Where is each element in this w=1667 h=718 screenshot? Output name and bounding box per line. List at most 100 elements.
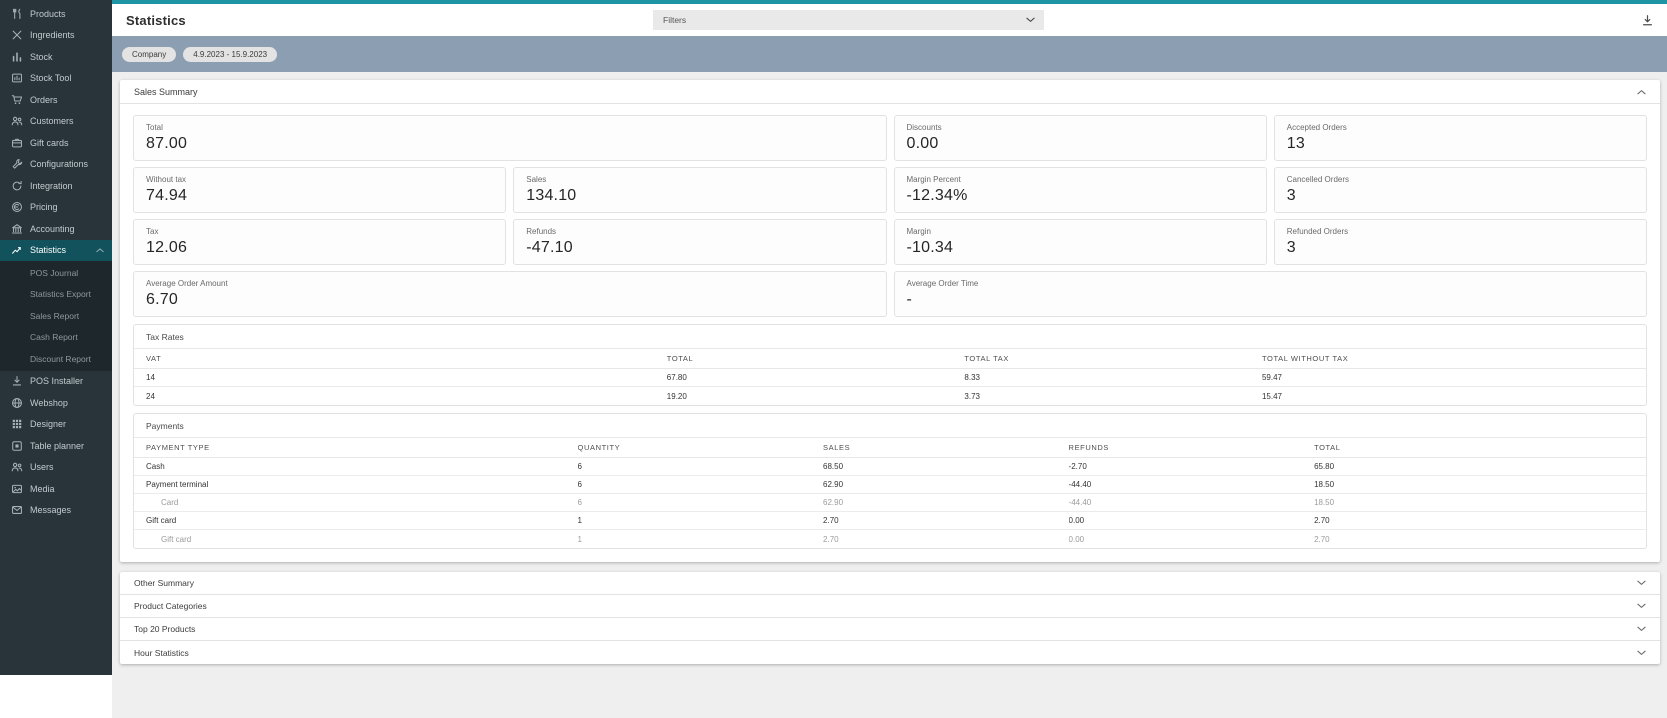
download-icon [11, 375, 23, 387]
stat-value: 87.00 [146, 135, 188, 152]
stat-value: -12.34% [906, 187, 968, 204]
cart-icon [11, 94, 23, 106]
sidebar-item-configurations[interactable]: Configurations [0, 154, 112, 176]
tax-rates-cell: 67.80 [666, 373, 687, 382]
payments-cell: 65.80 [1314, 462, 1335, 471]
section-title: Top 20 Products [134, 624, 196, 634]
coin-icon [11, 201, 23, 213]
sidebar-item-products[interactable]: Products [0, 3, 112, 25]
stat-card-refunded-orders: Refunded Orders 3 [1273, 219, 1647, 265]
section-product-categories[interactable]: Product Categories [120, 595, 1660, 618]
tax-rates-row-14: 14 67.80 8.33 59.47 [134, 369, 1646, 387]
sales-summary-header[interactable]: Sales Summary [120, 80, 1660, 104]
sidebar-item-pos-installer[interactable]: POS Installer [0, 371, 112, 393]
payments-cell: 6 [577, 498, 582, 507]
line-chart-icon [11, 244, 23, 256]
sidebar-item-gift-cards[interactable]: Gift cards [0, 132, 112, 154]
payments-column-header: QUANTITY [577, 443, 621, 452]
filter-chip-company[interactable]: Company [122, 46, 177, 62]
chevron-down-icon [1637, 626, 1646, 632]
payments-cell: 68.50 [823, 462, 844, 471]
filter-chip-4-9-2023-15-9-2023[interactable]: 4.9.2023 - 15.9.2023 [183, 46, 278, 62]
sidebar-item-label: Products [30, 8, 66, 19]
sidebar-item-label: Gift cards [30, 137, 69, 148]
sidebar-item-messages[interactable]: Messages [0, 500, 112, 522]
filters-dropdown[interactable]: Filters [653, 10, 1044, 30]
sidebar-item-label: Messages [30, 505, 72, 516]
download-icon[interactable] [1640, 13, 1655, 28]
payments-cell: 2.70 [1314, 534, 1330, 544]
utensils-icon [11, 8, 23, 20]
sidebar-item-pricing[interactable]: Pricing [0, 197, 112, 219]
stat-value: 134.10 [526, 187, 577, 204]
sidebar-item-webshop[interactable]: Webshop [0, 392, 112, 414]
tax-rates-cell: 15.47 [1261, 391, 1283, 401]
stat-label: Average Order Amount [146, 279, 228, 288]
sidebar-item-label: Users [30, 462, 54, 473]
wrench-icon [11, 158, 23, 170]
payments-table: PAYMENT TYPE QUANTITY SALES REFUNDS TOTAL Cas… [134, 438, 1646, 548]
top-accent-bar [112, 0, 1667, 4]
stat-card-average-order-amount: Average Order Amount 6.70 [133, 271, 887, 317]
sync-icon [11, 180, 23, 192]
filters-dropdown-label: Filters [663, 15, 687, 25]
table-icon [11, 440, 23, 452]
sidebar-item-label: Stock Tool [30, 73, 72, 84]
payments-cell: 2.70 [1314, 516, 1330, 525]
payments-cell: Card [161, 498, 179, 507]
sidebar-subitem-statistics-export[interactable]: Statistics Export [30, 289, 91, 300]
sidebar-item-label: Media [30, 483, 55, 494]
stat-card-accepted-orders: Accepted Orders 13 [1273, 115, 1647, 161]
chevron-up-icon [96, 248, 104, 253]
sidebar-item-users[interactable]: Users [0, 457, 112, 479]
section-title: Hour Statistics [134, 647, 189, 658]
sidebar-item-table-planner[interactable]: Table planner [0, 435, 112, 457]
sidebar-subitem-cash-report[interactable]: Cash Report [30, 332, 78, 343]
sidebar-item-label: Orders [30, 94, 58, 105]
sidebar-item-label: Designer [30, 419, 67, 430]
payments-column-header: TOTAL [1314, 443, 1341, 452]
section-title: Product Categories [134, 601, 207, 611]
payments-column-header: SALES [823, 443, 851, 452]
tax-rates-row-24: 24 19.20 3.73 15.47 [134, 387, 1646, 405]
tax-rates-cell: 14 [146, 373, 155, 382]
tax-rates-column-header: VAT [146, 354, 162, 363]
crossed-utensils-icon [11, 29, 23, 41]
sidebar-item-label: POS Installer [30, 376, 84, 387]
sidebar-subitem-discount-report[interactable]: Discount Report [30, 353, 91, 364]
tax-rates-title: Tax Rates [134, 325, 1646, 349]
section-other-summary[interactable]: Other Summary [120, 572, 1660, 595]
section-top-20-products[interactable]: Top 20 Products [120, 618, 1660, 641]
sidebar: Products Ingredients Stock Stock Tool Orders… [0, 0, 112, 718]
stat-card-average-order-time: Average Order Time - [893, 271, 1647, 317]
stat-label: Refunded Orders [1286, 227, 1349, 236]
payments-cell: 18.50 [1314, 480, 1335, 489]
stat-value: 74.94 [146, 187, 188, 204]
payments-row-payment-terminal: Payment terminal 6 62.90 -44.40 18.50 [134, 476, 1646, 494]
section-title: Other Summary [134, 578, 194, 588]
stat-card-tax: Tax 12.06 [133, 219, 507, 265]
payments-cell: 0.00 [1068, 534, 1085, 544]
sidebar-item-customers[interactable]: Customers [0, 111, 112, 133]
tax-rates-panel: Tax Rates VAT TOTAL TOTAL TAX TOTAL WITHOUT… [133, 324, 1647, 406]
sidebar-item-stock-tool[interactable]: Stock Tool [0, 68, 112, 90]
sidebar-item-accounting[interactable]: Accounting [0, 218, 112, 240]
sales-summary-title: Sales Summary [134, 86, 198, 97]
payments-title: Payments [134, 414, 1646, 438]
sidebar-item-orders[interactable]: Orders [0, 89, 112, 111]
sidebar-item-designer[interactable]: Designer [0, 414, 112, 436]
sidebar-item-integration[interactable]: Integration [0, 175, 112, 197]
payments-cell: 6 [577, 480, 582, 489]
sidebar-item-statistics[interactable]: Statistics [0, 239, 112, 261]
sidebar-subitem-pos-journal[interactable]: POS Journal [30, 267, 79, 278]
stat-value: 12.06 [146, 239, 188, 256]
sidebar-item-stock[interactable]: Stock [0, 46, 112, 68]
sidebar-item-ingredients[interactable]: Ingredients [0, 25, 112, 47]
tax-rates-column-header: TOTAL TAX [964, 354, 1009, 363]
sidebar-item-media[interactable]: Media [0, 478, 112, 500]
payments-column-header: REFUNDS [1068, 443, 1109, 452]
main-area: Statistics Filters Company 4.9.2023 - 15.… [112, 0, 1667, 718]
sidebar-subitem-sales-report[interactable]: Sales Report [30, 310, 80, 321]
section-hour-statistics[interactable]: Hour Statistics [120, 641, 1660, 664]
